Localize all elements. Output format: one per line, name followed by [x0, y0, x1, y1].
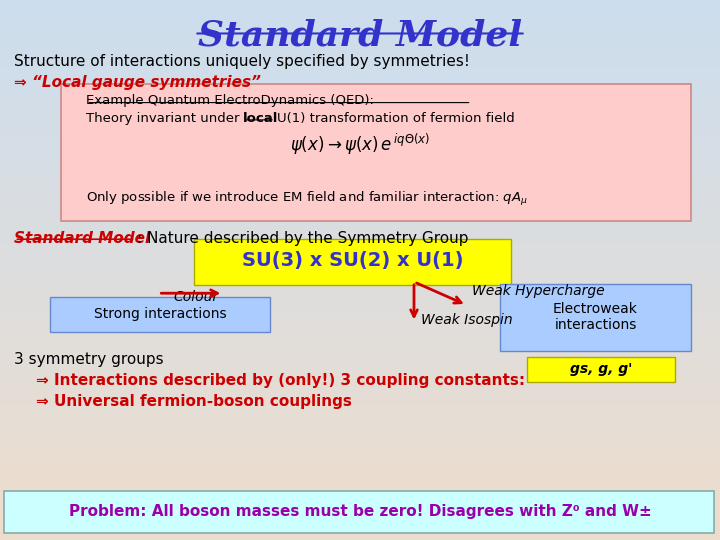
Bar [0, 189, 720, 202]
Bar [0, 324, 720, 338]
FancyBboxPatch shape [194, 239, 511, 285]
Text: Strong interactions: Strong interactions [94, 307, 226, 321]
Text: 3 symmetry groups: 3 symmetry groups [14, 352, 164, 367]
Text: U(1) transformation of fermion field: U(1) transformation of fermion field [277, 112, 515, 125]
Bar [0, 297, 720, 310]
Text: gs, g, g': gs, g, g' [570, 362, 632, 376]
Bar [0, 526, 720, 540]
Text: SU(3) x SU(2) x U(1): SU(3) x SU(2) x U(1) [242, 251, 464, 270]
Bar [0, 94, 720, 108]
FancyBboxPatch shape [4, 491, 714, 533]
Bar [0, 135, 720, 148]
Bar [0, 243, 720, 256]
Bar [0, 176, 720, 189]
Bar [0, 472, 720, 486]
Bar [0, 108, 720, 122]
Text: Problem: All boson masses must be zero! Disagrees with Z⁰ and W±: Problem: All boson masses must be zero! … [68, 504, 652, 519]
Bar [0, 0, 720, 14]
Bar [0, 405, 720, 418]
Text: Electroweak
interactions: Electroweak interactions [553, 302, 638, 332]
Bar [0, 230, 720, 243]
FancyBboxPatch shape [527, 357, 675, 382]
Bar [0, 202, 720, 216]
Bar [0, 284, 720, 297]
Bar [0, 418, 720, 432]
Bar [0, 459, 720, 472]
Text: Colour: Colour [174, 290, 218, 304]
Bar [0, 351, 720, 364]
Text: Structure of interactions uniquely specified by symmetries!: Structure of interactions uniquely speci… [14, 54, 470, 69]
Bar [0, 432, 720, 445]
Bar [0, 392, 720, 405]
Bar [0, 270, 720, 284]
Text: ⇒ Interactions described by (only!) 3 coupling constants:: ⇒ Interactions described by (only!) 3 co… [36, 373, 531, 388]
FancyBboxPatch shape [500, 284, 691, 351]
Bar [0, 68, 720, 81]
Bar [0, 338, 720, 351]
Text: Example Quantum ElectroDynamics (QED):: Example Quantum ElectroDynamics (QED): [86, 94, 374, 107]
Bar [0, 122, 720, 135]
FancyBboxPatch shape [50, 297, 270, 332]
Text: Standard Model: Standard Model [198, 19, 522, 53]
Text: Theory invariant under: Theory invariant under [86, 112, 244, 125]
FancyBboxPatch shape [61, 84, 691, 221]
Bar [0, 513, 720, 526]
Text: Weak Hypercharge: Weak Hypercharge [472, 284, 604, 298]
Text: $\psi(x) \rightarrow \psi(x)\, e^{\,iq\Theta(x)}$: $\psi(x) \rightarrow \psi(x)\, e^{\,iq\T… [290, 132, 430, 157]
Bar [0, 364, 720, 378]
Bar [0, 27, 720, 40]
Text: local: local [243, 112, 279, 125]
Bar [0, 162, 720, 176]
Bar [0, 486, 720, 500]
Bar [0, 40, 720, 54]
Bar [0, 14, 720, 27]
Text: Weak Isospin: Weak Isospin [421, 313, 513, 327]
Bar [0, 256, 720, 270]
Bar [0, 148, 720, 162]
Bar [0, 446, 720, 459]
Bar [0, 500, 720, 513]
Text: ⇒ “Local gauge symmetries”: ⇒ “Local gauge symmetries” [14, 75, 261, 90]
Bar [0, 81, 720, 94]
Text: Only possible if we introduce EM field and familiar interaction: $qA_{\mu}$: Only possible if we introduce EM field a… [86, 190, 528, 208]
Text: : Nature described by the Symmetry Group: : Nature described by the Symmetry Group [137, 231, 468, 246]
Bar [0, 310, 720, 324]
Text: Standard Model: Standard Model [14, 231, 150, 246]
Text: ⇒ Universal fermion-boson couplings: ⇒ Universal fermion-boson couplings [36, 394, 352, 409]
Bar [0, 216, 720, 229]
Bar [0, 54, 720, 68]
Bar [0, 378, 720, 392]
